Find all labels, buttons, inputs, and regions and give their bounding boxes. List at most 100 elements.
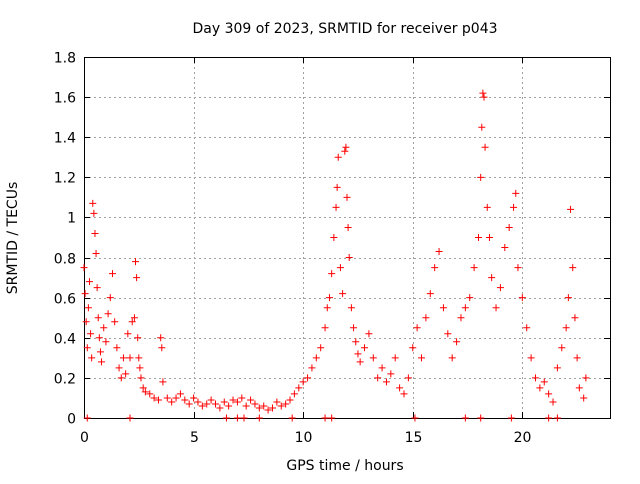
x-axis-label: GPS time / hours (286, 458, 403, 474)
data-point (128, 318, 136, 326)
data-point (181, 396, 189, 404)
data-point (518, 294, 526, 302)
data-point (251, 400, 259, 408)
data-point (242, 402, 250, 410)
data-point (347, 304, 355, 312)
data-point (295, 384, 303, 392)
data-point (288, 414, 296, 422)
data-point (457, 314, 465, 322)
data-point (155, 396, 163, 404)
data-point (569, 264, 577, 272)
data-point (332, 203, 340, 211)
data-point (488, 274, 496, 282)
data-point (268, 404, 276, 412)
data-point (339, 290, 347, 298)
y-tick-label: 1.4 (54, 131, 76, 147)
data-point (501, 244, 509, 252)
data-point (146, 390, 154, 398)
data-point (378, 364, 386, 372)
data-point (496, 284, 504, 292)
data-point (571, 314, 579, 322)
data-point (404, 374, 412, 382)
plot-frame (84, 57, 611, 419)
data-point (512, 189, 520, 197)
data-point (409, 344, 417, 352)
data-point (100, 324, 108, 332)
data-point (159, 378, 167, 386)
data-point (350, 324, 358, 332)
data-point (553, 364, 561, 372)
data-point (126, 414, 134, 422)
data-point (233, 414, 241, 422)
data-point (87, 330, 95, 338)
data-point (344, 223, 352, 231)
data-point (317, 344, 325, 352)
data-point (356, 358, 364, 366)
data-point (139, 384, 147, 392)
data-point (108, 270, 116, 278)
data-point (194, 398, 202, 406)
data-point (342, 143, 350, 151)
data-point (478, 123, 486, 131)
data-point (238, 394, 246, 402)
grid (84, 57, 610, 418)
x-tick-label: 0 (80, 430, 89, 446)
data-point (325, 294, 333, 302)
data-point (98, 358, 106, 366)
data-point (172, 394, 180, 402)
data-point (431, 264, 439, 272)
x-tick-label: 15 (405, 430, 423, 446)
data-point (96, 348, 104, 356)
data-point (136, 364, 144, 372)
y-tick-label: 0 (67, 412, 76, 428)
data-point (207, 396, 215, 404)
data-point (396, 384, 404, 392)
data-point (115, 364, 123, 372)
data-point (523, 324, 531, 332)
data-point (308, 364, 316, 372)
data-point (132, 258, 140, 266)
data-point (336, 264, 344, 272)
data-point (135, 354, 143, 362)
data-point (124, 330, 132, 338)
x-tick-label: 5 (190, 430, 199, 446)
data-point (527, 354, 535, 362)
y-tick-label: 0.4 (54, 332, 76, 348)
data-point (104, 310, 112, 318)
y-tick-label: 1 (67, 211, 76, 227)
data-point (220, 398, 228, 406)
data-point (545, 414, 553, 422)
data-point (233, 398, 241, 406)
data-point (273, 398, 281, 406)
data-point (352, 338, 360, 346)
data-point (84, 304, 92, 312)
data-point (505, 223, 513, 231)
data-point (264, 406, 272, 414)
data-point (328, 414, 336, 422)
y-tick-label: 1.2 (54, 171, 76, 187)
data-point (545, 390, 553, 398)
data-point (567, 205, 575, 213)
data-point (198, 402, 206, 410)
data-point (531, 374, 539, 382)
data-point (422, 314, 430, 322)
data-point (582, 374, 590, 382)
data-point (483, 203, 491, 211)
data-point (391, 354, 399, 362)
data-point (461, 414, 469, 422)
data-point (553, 414, 561, 422)
data-point (510, 203, 518, 211)
y-tick-label: 1.8 (54, 51, 76, 67)
data-point (216, 404, 224, 412)
data-point (102, 338, 110, 346)
data-point (374, 374, 382, 382)
y-tick-label: 0.8 (54, 252, 76, 268)
data-point (157, 334, 165, 342)
data-point (119, 354, 127, 362)
data-point (240, 414, 248, 422)
data-point (439, 304, 447, 312)
x-tick-label: 20 (514, 430, 532, 446)
data-point (106, 294, 114, 302)
data-point (94, 314, 102, 322)
